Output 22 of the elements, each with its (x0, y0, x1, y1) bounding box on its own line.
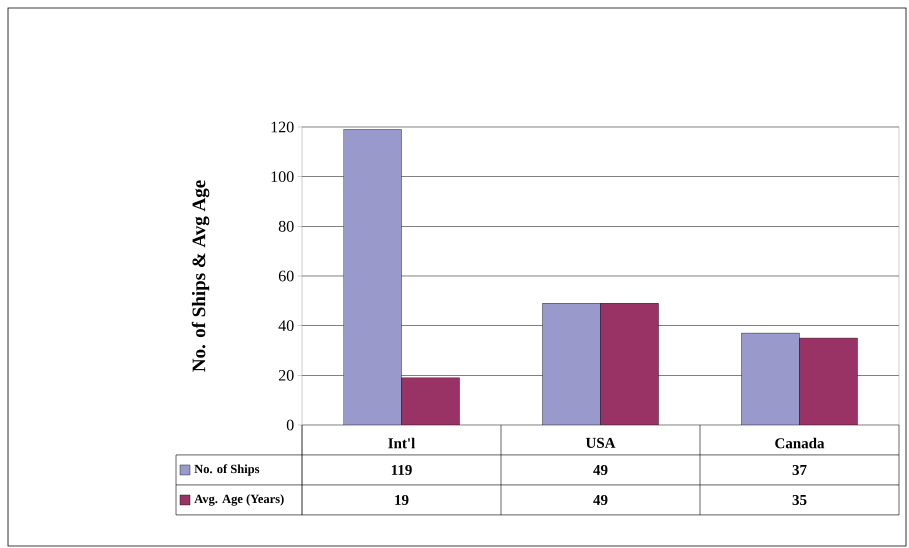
y-tick-label: 80 (278, 220, 294, 232)
bar (799, 338, 858, 425)
legend-label: No. of Ships (194, 464, 260, 476)
x-tick-label: Canada (775, 438, 824, 448)
y-tick-label: 100 (272, 171, 294, 182)
data-label: 49 (593, 464, 608, 476)
y-tick-label: 20 (278, 370, 294, 381)
x-tick-label: Int'l (388, 438, 415, 448)
y-tick-label: 40 (278, 320, 294, 332)
data-label: 35 (792, 494, 806, 506)
x-tick-label: USA (586, 438, 616, 448)
data-label: 49 (593, 494, 608, 506)
bar (401, 378, 460, 425)
y-tick-label: 120 (272, 122, 294, 132)
data-label: 37 (792, 464, 807, 476)
data-label: 19 (395, 494, 408, 506)
legend-label: Avg. Age (Years) (194, 494, 284, 506)
y-tick-label: 60 (278, 270, 294, 282)
y-axis-title: No. of Ships & Avg Age (192, 180, 210, 372)
y-tick-label: 0 (286, 420, 294, 430)
data-label: 119 (392, 464, 412, 476)
bar (600, 303, 659, 425)
